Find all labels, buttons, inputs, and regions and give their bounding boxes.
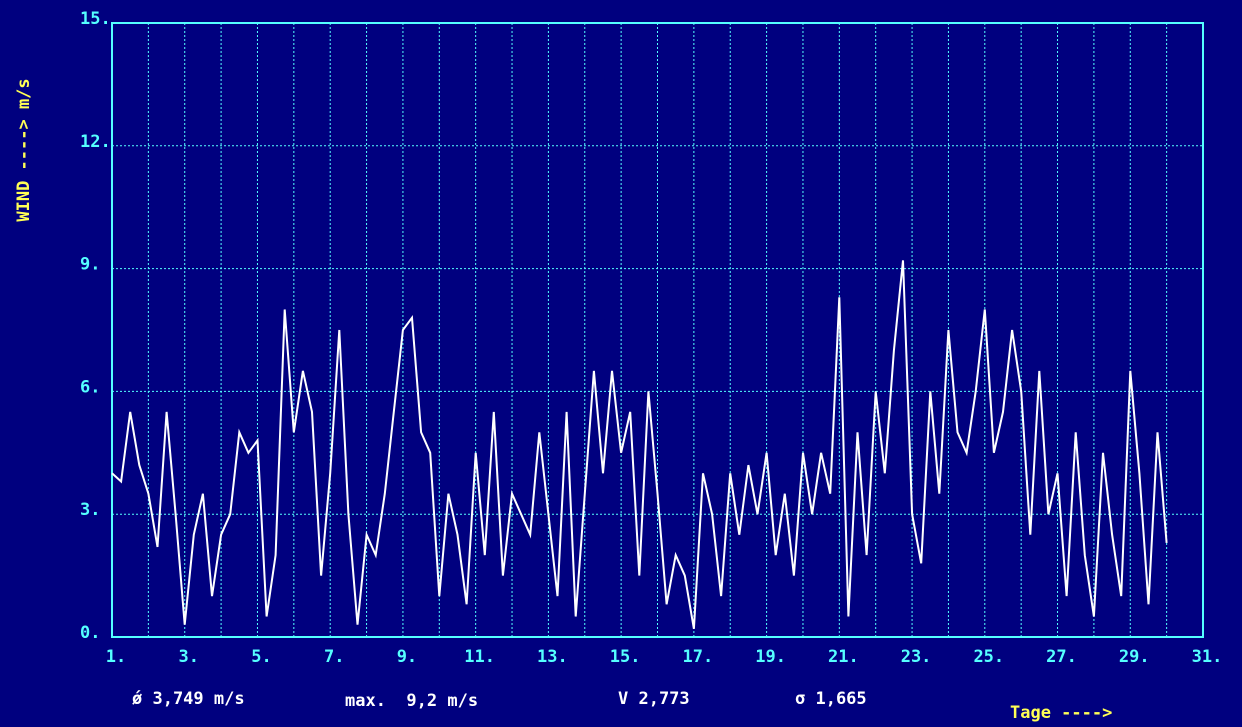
x-tick-label: 23.: [901, 647, 932, 667]
x-tick-label: 21.: [828, 647, 859, 667]
x-tick-label: 29.: [1119, 647, 1150, 667]
y-tick-label: 3.: [80, 500, 100, 520]
x-tick-label: 17.: [683, 647, 714, 667]
x-tick-label: 19.: [755, 647, 786, 667]
x-axis-label: Tage ---->: [1010, 703, 1112, 723]
stat-mean: ǿ 3,749 m/s: [132, 689, 245, 709]
y-tick-label: 15.: [80, 9, 111, 29]
stat-v: V 2,773: [618, 689, 690, 709]
x-tick-label: 27.: [1046, 647, 1077, 667]
x-tick-label: 13.: [537, 647, 568, 667]
x-tick-label: 7.: [324, 647, 344, 667]
x-tick-label: 5.: [251, 647, 271, 667]
y-tick-label: 0.: [80, 623, 100, 643]
x-tick-label: 3.: [178, 647, 198, 667]
x-tick-label: 15.: [610, 647, 641, 667]
x-tick-label: 25.: [973, 647, 1004, 667]
x-tick-label: 1.: [106, 647, 126, 667]
y-tick-label: 9.: [80, 255, 100, 275]
wind-line: [111, 260, 1168, 629]
stat-max: max. 9,2 m/s: [345, 691, 478, 711]
y-tick-label: 6.: [80, 377, 100, 397]
stat-sigma: σ 1,665: [795, 689, 867, 709]
y-tick-label: 12.: [80, 132, 111, 152]
y-axis-label: WIND ----> m/s: [14, 78, 34, 221]
x-tick-label: 9.: [397, 647, 417, 667]
x-tick-label: 31.: [1192, 647, 1223, 667]
x-tick-label: 11.: [464, 647, 495, 667]
